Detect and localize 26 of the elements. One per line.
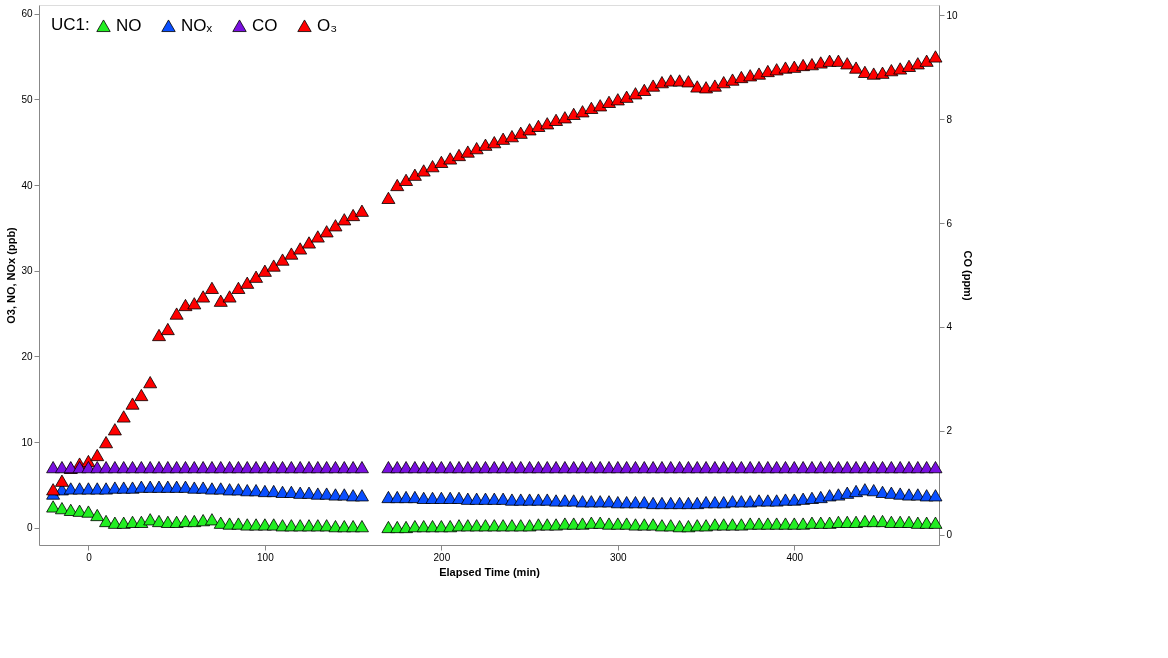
legend-label: NO — [116, 15, 142, 35]
y2-axis-title: CO (ppm) — [961, 250, 974, 301]
legend-label: CO — [252, 15, 278, 35]
y-tick-label: 50 — [21, 93, 33, 105]
y2-tick-label: 0 — [946, 529, 953, 541]
y-tick-label: 60 — [21, 8, 33, 20]
x-tick-label: 100 — [257, 551, 275, 563]
legend-title: UC1: — [51, 15, 90, 34]
legend-label: NOₓ — [181, 15, 213, 35]
y-axis-title: O3, NO, NOx (ppb) — [5, 226, 18, 324]
legend-label: O₃ — [317, 15, 338, 35]
y-tick-label: 20 — [21, 350, 33, 362]
y2-tick-label: 4 — [946, 321, 953, 333]
y2-tick-label: 10 — [946, 9, 959, 21]
x-tick-label: 300 — [609, 551, 628, 563]
x-axis-title: Elapsed Time (min) — [439, 565, 541, 578]
y2-tick-label: 6 — [946, 217, 953, 229]
x-tick-label: 0 — [86, 551, 93, 563]
y-tick-label: 0 — [26, 522, 33, 534]
y-tick-label: 40 — [21, 179, 33, 191]
x-tick-label: 400 — [786, 551, 804, 563]
y2-tick-label: 2 — [946, 425, 953, 437]
y-tick-label: 10 — [21, 436, 33, 448]
y2-tick-label: 8 — [946, 113, 953, 125]
x-tick-label: 200 — [433, 551, 451, 563]
y-tick-label: 30 — [21, 265, 33, 277]
